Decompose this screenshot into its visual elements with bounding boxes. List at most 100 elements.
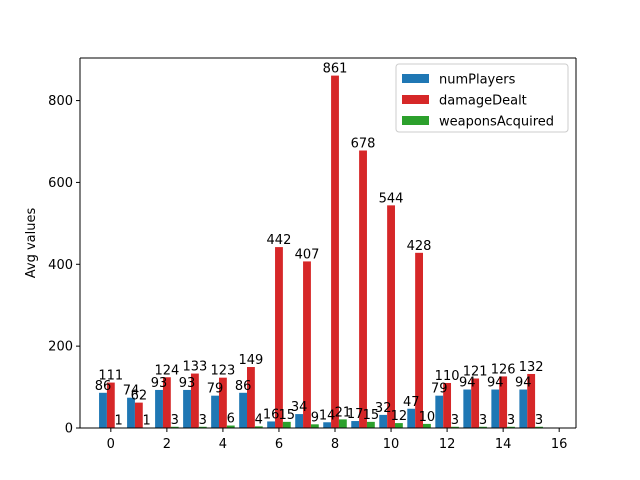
bar-damageDealt-15 xyxy=(527,373,536,428)
x-tick-label-6: 6 xyxy=(275,437,283,452)
x-tick-label-10: 10 xyxy=(383,437,400,452)
data-label-weaponsAcquired-10: 12 xyxy=(391,409,408,424)
data-label-damageDealt-6: 442 xyxy=(267,233,292,248)
bar-weaponsAcquired-11 xyxy=(423,423,431,428)
bar-damageDealt-10 xyxy=(387,205,395,428)
legend-label-weaponsAcquired: weaponsAcquired xyxy=(439,115,554,130)
data-label-damageDealt-3: 133 xyxy=(182,360,207,375)
y-tick-label-400: 400 xyxy=(48,258,73,273)
legend-label-numPlayers: numPlayers xyxy=(439,73,516,88)
bar-damageDealt-8 xyxy=(331,75,339,428)
data-label-numPlayers-8: 14 xyxy=(319,408,336,423)
bar-numPlayers-5 xyxy=(239,392,248,428)
data-label-numPlayers-6: 16 xyxy=(263,407,280,422)
data-label-weaponsAcquired-5: 4 xyxy=(255,412,263,427)
data-label-numPlayers-15: 94 xyxy=(515,376,532,391)
data-label-numPlayers-14: 94 xyxy=(487,376,504,391)
legend-swatch-damageDealt xyxy=(402,95,429,104)
bar-numPlayers-12 xyxy=(435,395,444,428)
bar-numPlayers-11 xyxy=(407,408,416,428)
legend: numPlayers damageDealt weaponsAcquired xyxy=(395,63,569,133)
bar-weaponsAcquired-13 xyxy=(479,426,487,428)
data-label-numPlayers-7: 34 xyxy=(291,400,308,415)
bar-damageDealt-12 xyxy=(443,382,452,428)
data-label-weaponsAcquired-15: 3 xyxy=(535,413,543,428)
data-label-damageDealt-8: 861 xyxy=(323,62,348,77)
bar-damageDealt-6 xyxy=(275,247,283,428)
data-label-damageDealt-1: 62 xyxy=(131,389,148,404)
x-tick-label-14: 14 xyxy=(495,437,512,452)
data-label-numPlayers-11: 47 xyxy=(403,395,420,410)
data-label-weaponsAcquired-8: 21 xyxy=(335,405,352,420)
data-label-weaponsAcquired-12: 3 xyxy=(451,413,459,428)
bar-numPlayers-13 xyxy=(463,389,472,428)
bar-numPlayers-15 xyxy=(519,389,528,428)
data-label-numPlayers-0: 86 xyxy=(95,379,112,394)
data-label-numPlayers-9: 17 xyxy=(347,407,364,422)
x-tick-label-12: 12 xyxy=(439,437,456,452)
bar-numPlayers-0 xyxy=(99,392,107,428)
bar-numPlayers-9 xyxy=(351,421,360,428)
bar-damageDealt-4 xyxy=(218,377,227,428)
data-label-damageDealt-7: 407 xyxy=(295,247,320,262)
y-tick-label-600: 600 xyxy=(48,176,73,191)
bar-numPlayers-10 xyxy=(379,414,388,428)
bar-weaponsAcquired-3 xyxy=(198,426,207,428)
y-tick-label-0: 0 xyxy=(65,422,73,437)
x-tick-label-8: 8 xyxy=(331,437,339,452)
bar-weaponsAcquired-4 xyxy=(226,425,235,428)
bar-weaponsAcquired-6 xyxy=(282,421,291,428)
data-label-weaponsAcquired-4: 6 xyxy=(227,412,235,427)
bar-damageDealt-9 xyxy=(359,150,367,428)
data-label-numPlayers-2: 93 xyxy=(151,376,168,391)
data-label-weaponsAcquired-3: 3 xyxy=(199,413,207,428)
data-label-damageDealt-5: 149 xyxy=(239,353,264,368)
data-label-weaponsAcquired-9: 15 xyxy=(363,408,380,423)
data-label-weaponsAcquired-0: 1 xyxy=(115,414,123,429)
bar-damageDealt-0 xyxy=(106,382,115,428)
x-tick-label-0: 0 xyxy=(107,437,115,452)
data-label-weaponsAcquired-1: 1 xyxy=(143,414,151,429)
y-axis-label: Avg values xyxy=(24,208,39,279)
data-label-weaponsAcquired-7: 9 xyxy=(311,410,319,425)
bar-damageDealt-13 xyxy=(471,378,480,428)
data-label-numPlayers-3: 93 xyxy=(179,376,196,391)
data-label-weaponsAcquired-13: 3 xyxy=(479,413,487,428)
bar-numPlayers-6 xyxy=(267,421,276,428)
data-label-numPlayers-5: 86 xyxy=(235,379,252,394)
bar-damageDealt-3 xyxy=(190,373,199,428)
data-label-numPlayers-12: 79 xyxy=(431,382,448,397)
bar-weaponsAcquired-9 xyxy=(366,421,375,428)
bar-weaponsAcquired-14 xyxy=(507,426,515,428)
x-tick-label-16: 16 xyxy=(551,437,568,452)
bar-weaponsAcquired-12 xyxy=(451,426,459,428)
data-label-damageDealt-12: 110 xyxy=(435,369,460,384)
bar-numPlayers-7 xyxy=(295,414,304,428)
bar-numPlayers-3 xyxy=(183,389,191,428)
bar-weaponsAcquired-10 xyxy=(394,423,403,428)
data-label-weaponsAcquired-14: 3 xyxy=(507,413,515,428)
bar-damageDealt-5 xyxy=(247,367,255,428)
data-label-numPlayers-10: 32 xyxy=(375,401,392,416)
data-label-damageDealt-9: 678 xyxy=(351,137,376,152)
data-label-damageDealt-11: 428 xyxy=(407,239,432,254)
x-tick-label-2: 2 xyxy=(163,437,171,452)
y-tick-label-200: 200 xyxy=(48,340,73,355)
data-label-numPlayers-13: 94 xyxy=(459,376,476,391)
bar-weaponsAcquired-8 xyxy=(338,419,347,428)
data-label-damageDealt-15: 132 xyxy=(519,360,544,375)
data-label-damageDealt-14: 126 xyxy=(491,362,516,377)
data-label-damageDealt-13: 121 xyxy=(463,364,488,379)
bar-weaponsAcquired-7 xyxy=(310,424,319,428)
data-label-weaponsAcquired-6: 15 xyxy=(279,408,296,423)
legend-box xyxy=(395,63,569,133)
data-label-damageDealt-10: 544 xyxy=(379,191,404,206)
data-label-damageDealt-2: 124 xyxy=(154,363,179,378)
bar-damageDealt-11 xyxy=(415,252,423,428)
data-label-weaponsAcquired-11: 10 xyxy=(419,410,436,425)
bar-numPlayers-8 xyxy=(323,422,332,428)
bars-group xyxy=(99,75,543,428)
